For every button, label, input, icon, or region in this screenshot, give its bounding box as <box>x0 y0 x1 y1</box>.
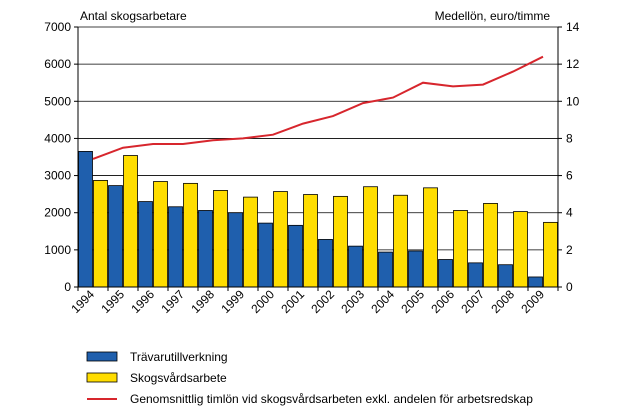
bar-travarutillverkning <box>138 201 153 288</box>
x-tick-label: 2007 <box>458 287 487 316</box>
legend-label-wage: Genomsnittlig timlön vid skogsvårdsarbet… <box>130 392 533 406</box>
bar-travarutillverkning <box>498 264 513 288</box>
bar-skogsvardsarbete <box>273 191 288 288</box>
bar-travarutillverkning <box>78 151 93 288</box>
bar-travarutillverkning <box>408 250 423 288</box>
bar-travarutillverkning <box>468 262 483 288</box>
right-tick-label: 2 <box>566 243 573 257</box>
bar-skogsvardsarbete <box>453 210 468 288</box>
bar-travarutillverkning <box>528 276 543 288</box>
bar-travarutillverkning <box>168 206 183 288</box>
right-tick-label: 6 <box>566 169 573 183</box>
bar-skogsvardsarbete <box>183 182 198 288</box>
x-tick-label: 1999 <box>218 287 247 316</box>
x-tick-label: 2000 <box>248 287 277 316</box>
bar-travarutillverkning <box>318 239 333 288</box>
x-tick-label: 2008 <box>488 287 517 316</box>
bar-travarutillverkning <box>348 245 363 288</box>
bar-skogsvardsarbete <box>363 186 378 288</box>
bar-skogsvardsarbete <box>303 194 318 288</box>
bar-travarutillverkning <box>228 212 243 288</box>
left-tick-label: 5000 <box>44 94 71 108</box>
legend-label-skogsvardsarbete: Skogsvårdsarbete <box>130 371 227 385</box>
bar-travarutillverkning <box>258 222 273 288</box>
x-tick-label: 2001 <box>278 287 307 316</box>
bar-skogsvardsarbete <box>123 155 138 288</box>
bar-skogsvardsarbete <box>93 179 108 288</box>
left-tick-label: 3000 <box>44 169 71 183</box>
x-tick-label: 1994 <box>68 287 97 316</box>
x-tick-label: 2003 <box>338 287 367 316</box>
legend: Trävarutillverkning Skogsvårdsarbete Gen… <box>86 350 533 406</box>
bar-travarutillverkning <box>108 185 123 288</box>
left-tick-label: 6000 <box>44 57 71 71</box>
left-tick-label: 7000 <box>44 20 71 34</box>
x-tick-label: 1996 <box>128 287 157 316</box>
right-tick-label: 8 <box>566 131 573 145</box>
x-tick-label: 1995 <box>98 287 127 316</box>
legend-swatch-skogsvardsarbete <box>86 372 118 383</box>
x-tick-label: 1998 <box>188 287 217 316</box>
left-tick-label: 2000 <box>44 206 71 220</box>
right-tick-label: 0 <box>566 280 573 294</box>
left-axis-label: Antal skogsarbetare <box>80 9 187 23</box>
bar-travarutillverkning <box>438 259 453 288</box>
bar-skogsvardsarbete <box>543 221 558 288</box>
legend-label-travarutillverkning: Trävarutillverkning <box>130 350 228 364</box>
bar-skogsvardsarbete <box>243 196 258 288</box>
right-tick-label: 14 <box>566 20 580 34</box>
bars <box>78 151 558 288</box>
x-tick-label: 1997 <box>158 287 187 316</box>
bar-skogsvardsarbete <box>333 195 348 288</box>
bar-travarutillverkning <box>288 224 303 288</box>
x-tick-label: 2006 <box>428 287 457 316</box>
bar-skogsvardsarbete <box>483 203 498 288</box>
bar-skogsvardsarbete <box>513 211 528 288</box>
left-tick-label: 1000 <box>44 243 71 257</box>
right-tick-label: 12 <box>566 57 580 71</box>
right-tick-label: 4 <box>566 206 573 220</box>
bar-skogsvardsarbete <box>393 194 408 288</box>
right-axis-label: Medellön, euro/timme <box>435 9 551 23</box>
bar-skogsvardsarbete <box>153 181 168 288</box>
bar-skogsvardsarbete <box>213 190 228 288</box>
left-tick-label: 0 <box>64 280 71 294</box>
x-tick-label: 2004 <box>368 287 397 316</box>
series-line-wage <box>92 55 544 160</box>
x-tick-label: 2005 <box>398 287 427 316</box>
x-tick-label: 2002 <box>308 287 337 316</box>
left-tick-label: 4000 <box>44 131 71 145</box>
x-tick-label: 2009 <box>518 287 547 316</box>
bar-travarutillverkning <box>378 251 393 288</box>
right-tick-label: 10 <box>566 94 580 108</box>
bar-travarutillverkning <box>198 210 213 288</box>
legend-swatch-travarutillverkning <box>86 351 118 362</box>
bar-skogsvardsarbete <box>423 187 438 288</box>
